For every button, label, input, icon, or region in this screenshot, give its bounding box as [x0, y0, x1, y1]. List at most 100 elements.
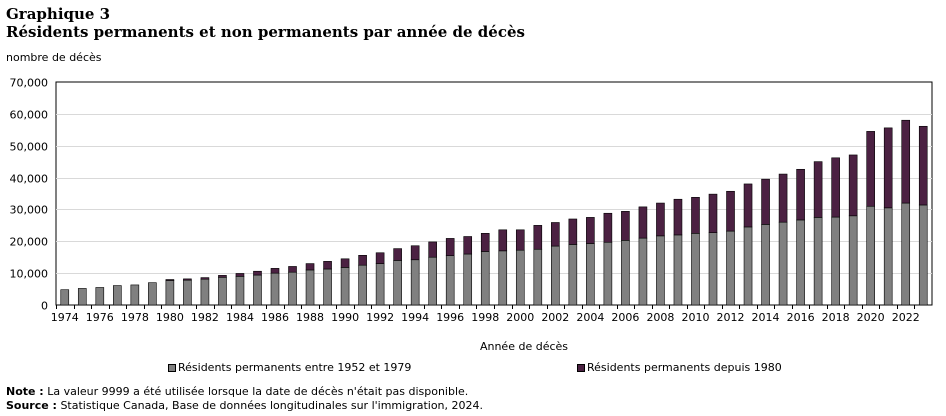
- bar-series-1-1981: [183, 279, 192, 306]
- x-tick-label: 2004: [576, 311, 604, 324]
- bar-series-1-2017: [813, 217, 823, 306]
- bar-series-1-1979: [148, 282, 157, 306]
- bar-series-1-2000: [515, 249, 525, 306]
- bar-series-2-2017: [813, 161, 823, 218]
- bar-series-2-2021: [883, 127, 893, 209]
- x-tick-label: 1984: [226, 311, 254, 324]
- bar-series-2-2015: [778, 173, 788, 223]
- y-tick-label: 30,000: [10, 204, 49, 217]
- bar-series-1-1994: [410, 259, 420, 306]
- x-tick-label: 2020: [857, 311, 885, 324]
- bar-series-2-1997: [463, 236, 473, 255]
- bar-series-1-1975: [77, 288, 87, 306]
- bar-series-2-1990: [340, 258, 350, 268]
- bar-series-2-2022: [901, 119, 911, 204]
- bar-series-2-2001: [533, 225, 543, 250]
- bar-series-1-2003: [568, 244, 578, 306]
- y-axis-label: nombre de décès: [6, 51, 102, 64]
- y-tick-label: 50,000: [10, 141, 49, 154]
- bar-series-2-2010: [691, 197, 700, 234]
- bar-series-1-1978: [130, 284, 140, 306]
- bar-series-2-2018: [831, 157, 840, 218]
- bar-series-2-2005: [603, 212, 613, 243]
- bar-series-2-1996: [445, 238, 455, 256]
- x-tick-label: 2016: [787, 311, 815, 324]
- note-label: Note :: [6, 385, 44, 398]
- bar-series-2-1991: [358, 255, 367, 266]
- bar-series-2-2014: [761, 178, 770, 225]
- bar-series-1-2013: [743, 226, 753, 306]
- bar-series-1-2019: [848, 215, 858, 306]
- bar-series-2-1989: [323, 261, 332, 270]
- bar-series-1-2010: [691, 233, 700, 306]
- bar-series-1-2001: [533, 248, 543, 306]
- bar-series-2-2013: [743, 183, 753, 228]
- x-tick-label: 1988: [296, 311, 324, 324]
- bar-series-1-2005: [603, 241, 613, 306]
- bar-series-2-2003: [568, 218, 578, 245]
- footnote-source: Source : Statistique Canada, Base de don…: [6, 399, 483, 412]
- bar-series-2-1988: [305, 263, 315, 271]
- bar-series-2-2019: [848, 154, 858, 217]
- bar-series-2-2000: [515, 229, 525, 251]
- bar-series-1-1988: [305, 269, 315, 306]
- x-tick-label: 1980: [156, 311, 184, 324]
- x-tick-label: 2010: [681, 311, 709, 324]
- bar-series-2-1986: [270, 268, 280, 274]
- x-tick-label: 2008: [646, 311, 674, 324]
- bar-series-1-2009: [673, 234, 683, 306]
- bar-series-1-1974: [60, 289, 70, 306]
- x-tick-label: 2000: [506, 311, 534, 324]
- x-tick-label: 1982: [191, 311, 219, 324]
- bar-series-1-2018: [831, 216, 840, 306]
- chart-title: Graphique 3: [6, 5, 111, 23]
- bar-series-2-1984: [235, 273, 245, 277]
- bar-series-1-2016: [796, 219, 805, 306]
- bar-series-1-1983: [218, 276, 227, 306]
- x-tick-label: 1974: [51, 311, 79, 324]
- bar-series-2-2012: [726, 190, 735, 232]
- bar-series-1-1993: [393, 260, 402, 306]
- x-tick-label: 2012: [717, 311, 745, 324]
- x-tick-label: 2002: [541, 311, 569, 324]
- bar-series-2-2008: [656, 202, 665, 237]
- bar-series-2-2004: [586, 217, 595, 244]
- bar-series-1-2020: [866, 205, 875, 306]
- bar-series-1-1991: [358, 264, 367, 306]
- x-tick-label: 2006: [611, 311, 639, 324]
- bar-series-2-2023: [918, 125, 928, 206]
- bar-series-1-2004: [586, 243, 595, 306]
- bar-series-1-1992: [375, 263, 385, 306]
- bar-series-1-2014: [761, 224, 770, 306]
- x-tick-label: 1998: [471, 311, 499, 324]
- bar-series-2-1983: [218, 275, 227, 278]
- footnote-note: Note : La valeur 9999 a été utilisée lor…: [6, 385, 468, 398]
- bar-series-1-1999: [498, 250, 508, 306]
- bar-series-1-1986: [270, 272, 280, 306]
- y-tick-label: 0: [41, 300, 48, 313]
- bar-series-1-2002: [551, 245, 560, 306]
- x-tick-label: 2014: [752, 311, 780, 324]
- bar-series-1-1990: [340, 267, 350, 306]
- note-text: La valeur 9999 a été utilisée lorsque la…: [47, 385, 469, 398]
- bar-series-1-2023: [918, 204, 928, 306]
- bar-series-2-1995: [428, 241, 437, 258]
- legend-item-series-1: Résidents permanents entre 1952 et 1979: [168, 361, 411, 374]
- bar-series-1-1998: [480, 251, 490, 306]
- bar-series-1-1976: [95, 287, 105, 306]
- bar-series-2-2016: [796, 168, 805, 221]
- chart-subtitle: Résidents permanents et non permanents p…: [6, 23, 525, 41]
- legend-swatch-series-2: [577, 364, 585, 372]
- bar-series-1-2007: [638, 237, 648, 306]
- bar-series-2-1980: [165, 279, 175, 281]
- y-tick-label: 60,000: [10, 109, 49, 122]
- bar-series-1-1997: [463, 253, 473, 306]
- legend-label-series-1: Résidents permanents entre 1952 et 1979: [178, 361, 412, 374]
- legend-label-series-2: Résidents permanents depuis 1980: [587, 361, 782, 374]
- bar-series-1-2021: [883, 207, 893, 306]
- x-tick-label: 1990: [331, 311, 359, 324]
- x-tick-label: 2018: [822, 311, 850, 324]
- bar-series-2-1981: [183, 278, 192, 281]
- bar-series-2-1993: [393, 248, 402, 261]
